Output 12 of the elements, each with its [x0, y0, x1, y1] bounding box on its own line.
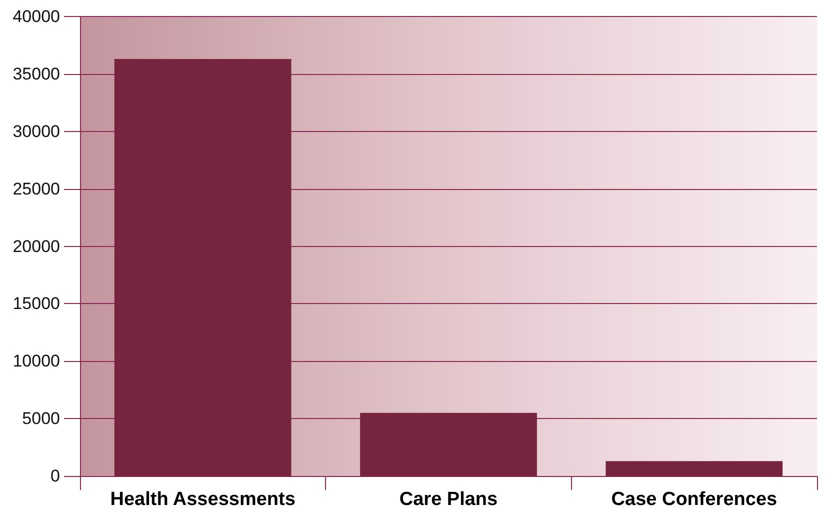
y-tick-label: 0 [50, 466, 60, 486]
y-tick-label: 5000 [22, 409, 60, 428]
x-tick-label: Case Conferences [611, 489, 778, 510]
x-tick-label: Health Assessments [110, 489, 296, 510]
y-tick-label: 40000 [12, 7, 60, 26]
y-tick-label: 20000 [12, 236, 60, 256]
y-tick-label: 35000 [12, 64, 60, 84]
y-tick-label: 10000 [12, 352, 60, 371]
y-tick-label: 30000 [12, 122, 60, 141]
y-tick-label: 15000 [12, 294, 60, 314]
x-tick-label: Care Plans [399, 489, 498, 510]
y-tick-label: 25000 [12, 179, 60, 198]
